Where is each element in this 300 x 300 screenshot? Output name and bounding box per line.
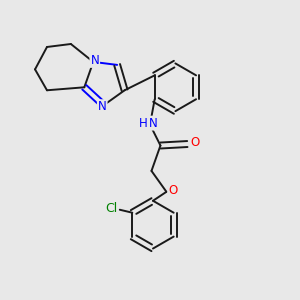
Text: O: O	[168, 184, 178, 197]
Text: H: H	[139, 117, 148, 130]
Text: N: N	[148, 117, 158, 130]
Text: N: N	[90, 54, 99, 67]
Text: O: O	[190, 136, 200, 149]
Text: Cl: Cl	[105, 202, 118, 215]
Text: N: N	[98, 100, 106, 113]
